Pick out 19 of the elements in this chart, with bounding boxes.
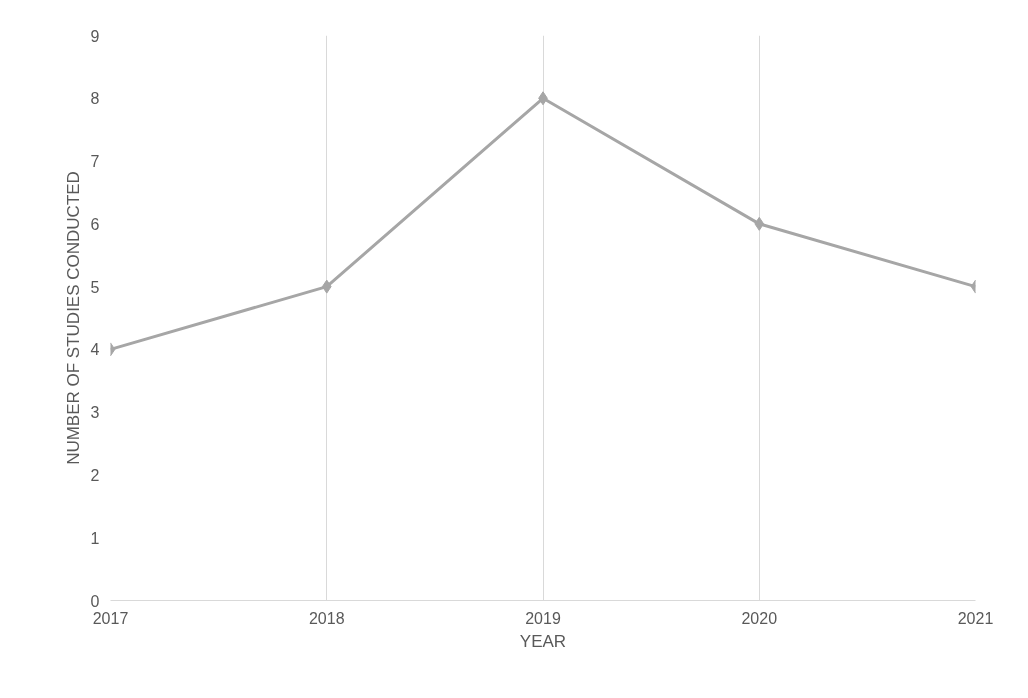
x-tick-label: 2017 xyxy=(92,609,129,627)
x-tick-label: 2021 xyxy=(957,609,994,627)
y-tick-label: 6 xyxy=(90,215,100,233)
y-axis-title: NUMBER OF STUDIES CONDUCTED xyxy=(63,171,83,465)
y-tick-label: 8 xyxy=(90,90,100,108)
x-tick-label: 2018 xyxy=(308,609,345,627)
x-axis-title: YEAR xyxy=(519,631,567,651)
point xyxy=(321,279,332,294)
x-tick-label: 2019 xyxy=(525,609,561,627)
y-tick-label: 9 xyxy=(90,27,100,45)
y-tick-label: 0 xyxy=(90,592,100,610)
point xyxy=(754,216,765,231)
y-tick-label: 4 xyxy=(90,341,100,359)
y-tick-label: 2 xyxy=(90,466,100,484)
y-tick-label: 5 xyxy=(90,278,100,296)
x-tick-label: 2020 xyxy=(741,609,778,627)
y-tick-label: 3 xyxy=(90,404,100,422)
y-tick-label: 1 xyxy=(90,529,100,547)
y-tick-label: 7 xyxy=(90,153,100,171)
